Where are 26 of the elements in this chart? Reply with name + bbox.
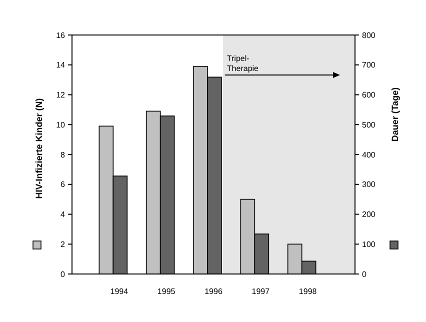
x-tick-label: 1998	[298, 287, 318, 296]
x-tick-label: 1996	[204, 287, 223, 296]
y2-tick-label: 200	[362, 210, 376, 220]
y-tick-label: 2	[60, 240, 66, 249]
y-tick-label: 14	[56, 60, 66, 70]
y-tick-label: 6	[60, 180, 66, 190]
y-tick-label: 10	[56, 120, 66, 130]
y-tick-label: 4	[60, 210, 66, 220]
y-tick-label: 8	[60, 150, 66, 160]
y-tick-label: 16	[56, 30, 66, 40]
x-tick-label: 1994	[110, 287, 129, 296]
y-tick-label: 0	[60, 270, 66, 279]
y2-tick-label: 400	[362, 150, 376, 160]
y2-tick-label: 500	[362, 120, 376, 130]
y-axis-title: HIV-Infizierte Kinder (N)	[34, 98, 44, 199]
y-tick-label: 12	[56, 90, 66, 100]
band-label: Tripel-Therapie	[226, 54, 260, 73]
x-tick-label: 1997	[252, 287, 270, 296]
y2-tick-label: 600	[362, 90, 376, 100]
y2-tick-label: 0	[362, 270, 367, 279]
y2-tick-label: 300	[362, 180, 376, 190]
y2-tick-label: 100	[362, 240, 376, 249]
y2-tick-label: 700	[362, 60, 376, 70]
y2-axis-title: Dauer (Tage)	[390, 87, 400, 142]
y2-tick-label: 800	[362, 30, 376, 40]
x-tick-label: 1995	[157, 287, 176, 296]
